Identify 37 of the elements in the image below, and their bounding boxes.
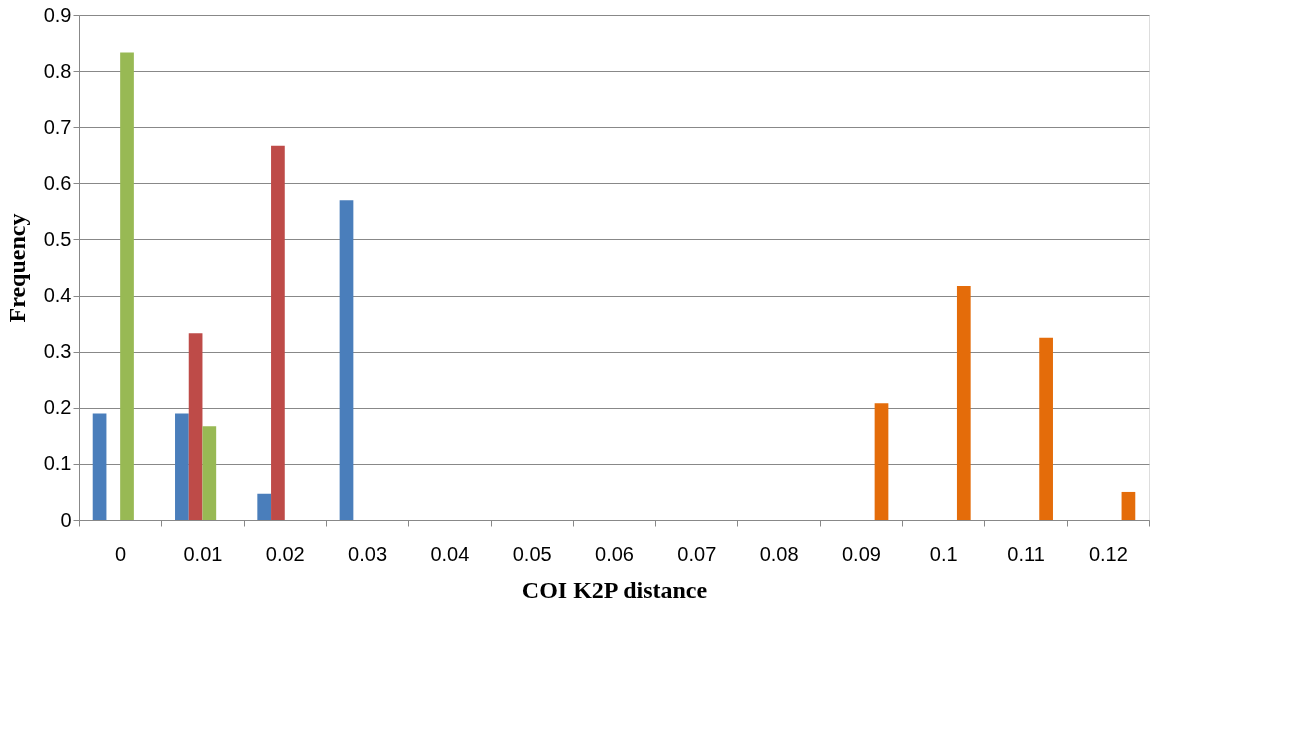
bar (175, 413, 189, 520)
x-tick-label: 0.09 (841, 542, 881, 565)
y-tick-label: 0.2 (43, 396, 72, 419)
bar (271, 145, 285, 520)
x-tick-label: 0.04 (430, 542, 470, 565)
y-tick-label: 0.5 (43, 227, 72, 250)
x-tick-label: 0.05 (512, 542, 552, 565)
x-tick-label: 0 (115, 542, 127, 565)
bar (1121, 491, 1136, 520)
bar (874, 403, 889, 520)
x-tick-label: 0.03 (348, 542, 388, 565)
bar (92, 413, 107, 520)
x-tick-label: 0.08 (759, 542, 799, 565)
y-tick-label: 0.7 (43, 115, 72, 138)
x-tick-label: 0.07 (677, 542, 717, 565)
bar (120, 52, 134, 520)
x-tick-label: 0.12 (1088, 542, 1128, 565)
y-tick-label: 0.1 (43, 452, 72, 475)
bar (202, 426, 217, 520)
x-tick-label: 0.02 (265, 542, 305, 565)
y-tick-label: 0.6 (43, 171, 72, 194)
y-tick-label: 0.3 (43, 340, 72, 363)
x-axis-title: COI K2P distance (521, 576, 708, 603)
bar (956, 286, 971, 520)
y-tick-label: 0.9 (43, 3, 72, 26)
x-tick-label: 0.01 (183, 542, 223, 565)
y-tick-label: 0.8 (43, 59, 72, 82)
x-tick-label: 0.06 (595, 542, 634, 565)
bar (188, 333, 203, 520)
y-tick-label: 0.4 (43, 284, 72, 307)
y-axis-title: Frequency (3, 213, 30, 323)
x-tick-label: 0.11 (1007, 542, 1045, 565)
x-tick-label: 0.1 (929, 542, 958, 565)
bar (339, 200, 354, 520)
y-tick-label: 0 (60, 508, 72, 531)
bar (257, 493, 272, 520)
bar (1039, 337, 1053, 520)
